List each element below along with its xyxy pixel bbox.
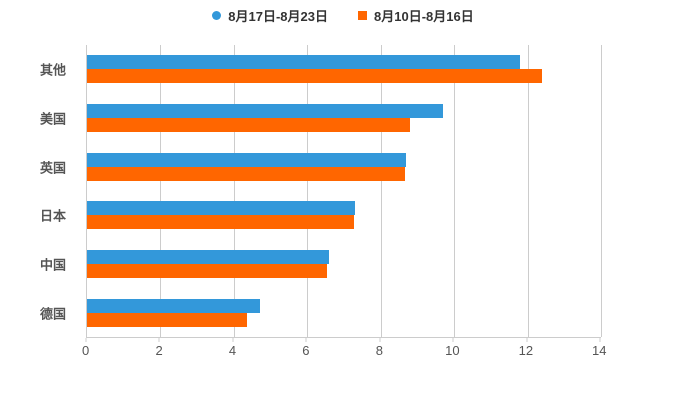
- x-tick-label: 14: [592, 343, 607, 358]
- y-axis-labels: 其他美国英国日本中国德国: [0, 45, 70, 337]
- gridline: [454, 45, 456, 337]
- x-tick-mark: [452, 338, 454, 342]
- y-category-label: 其他: [39, 62, 66, 78]
- bar-series1: [87, 298, 260, 313]
- gridline: [601, 45, 602, 337]
- bar-row: [87, 240, 601, 289]
- gridline: [527, 45, 529, 337]
- legend-item-series1: 8月17日-8月23日: [212, 6, 328, 25]
- bar-row: [87, 191, 601, 240]
- bar-series2: [87, 117, 411, 132]
- x-tick-label: 10: [445, 343, 460, 358]
- bar-series1: [87, 249, 330, 264]
- legend-label-series2: 8月10日-8月16日: [374, 8, 474, 24]
- chart-legend: 8月17日-8月23日 8月10日-8月16日: [86, 5, 600, 25]
- x-tick-label: 2: [155, 343, 163, 358]
- x-tick-label: 4: [228, 343, 237, 358]
- series2-square-marker-icon: [358, 10, 367, 20]
- y-category-label: 英国: [39, 160, 66, 176]
- bar-series2: [87, 215, 355, 230]
- x-tick-label: 8: [375, 343, 383, 358]
- x-tick-mark: [85, 338, 87, 342]
- x-axis-labels: 0 2 4 6 8 10 12 14: [82, 338, 607, 362]
- bar-series2: [87, 166, 405, 181]
- bar-series1: [87, 201, 355, 216]
- gridline: [307, 45, 309, 337]
- x-tick-mark: [599, 338, 601, 342]
- bar-row: [87, 45, 601, 94]
- bar-series2: [87, 263, 328, 278]
- series1-circle-marker-icon: [212, 10, 222, 20]
- x-tick-label: 6: [302, 343, 310, 358]
- y-category-label: 中国: [39, 257, 66, 273]
- bar-series1: [87, 55, 521, 70]
- legend-label-series1: 8月17日-8月23日: [228, 8, 328, 24]
- bar-series2: [87, 312, 247, 327]
- x-tick-mark: [158, 338, 160, 342]
- plot-area: [86, 45, 602, 338]
- legend-item-series2: 8月10日-8月16日: [358, 6, 474, 25]
- x-tick-mark: [305, 338, 307, 342]
- gridline: [160, 45, 162, 337]
- gridline: [233, 45, 235, 337]
- bar-row: [87, 142, 601, 191]
- x-tick-mark: [232, 338, 234, 342]
- gridline: [380, 45, 382, 337]
- bar-row: [87, 94, 601, 143]
- y-category-label: 德国: [39, 306, 66, 322]
- y-category-label: 美国: [39, 111, 66, 127]
- bar-row: [87, 288, 601, 337]
- y-category-label: 日本: [39, 208, 66, 224]
- bar-series2: [87, 69, 543, 84]
- bar-series1: [87, 152, 407, 167]
- x-tick-label: 0: [82, 343, 90, 358]
- x-tick-mark: [379, 338, 381, 342]
- x-tick-mark: [526, 338, 528, 342]
- x-tick-label: 12: [518, 343, 534, 358]
- bar-series1: [87, 103, 444, 118]
